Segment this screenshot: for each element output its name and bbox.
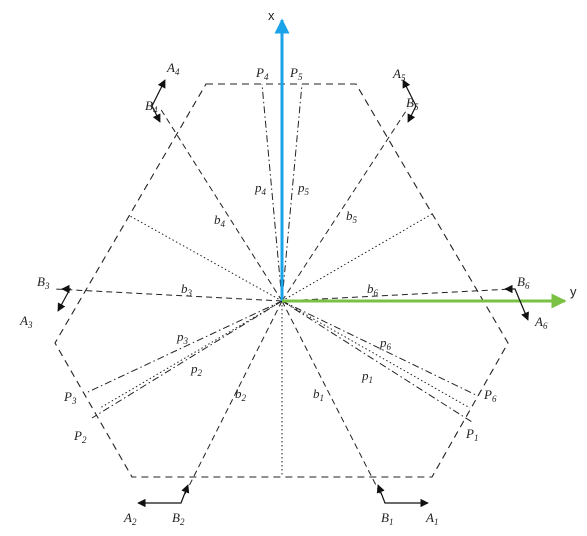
label-A5: A5 <box>392 66 406 83</box>
label-A1: A1 <box>425 510 438 527</box>
b3-line <box>54 288 283 302</box>
b5-line <box>281 107 409 302</box>
x-axis-label: x <box>268 8 275 23</box>
b6-line <box>281 288 513 302</box>
label-P6: P6 <box>483 387 497 404</box>
label-p4: p4 <box>254 180 267 197</box>
p2-line <box>91 300 283 419</box>
b4-line <box>159 107 283 302</box>
label-B2: B2 <box>172 510 185 527</box>
label-B3: B3 <box>37 274 50 291</box>
label-A4: A4 <box>166 60 180 77</box>
label-B4: B4 <box>145 98 158 115</box>
label-A2: A2 <box>123 510 137 527</box>
dotted-line-upper-left <box>129 215 283 302</box>
labels: A1 B1 A2 B2 B3 A3 A4 B4 A5 B5 B6 A6 P1 P… <box>19 60 548 527</box>
label-p3: p3 <box>176 329 189 346</box>
label-P3: P3 <box>63 389 77 406</box>
arrow-A2-B2 <box>137 484 190 508</box>
label-A6: A6 <box>534 314 548 331</box>
label-A3: A3 <box>19 313 33 330</box>
label-P1: P1 <box>465 426 478 443</box>
label-b2: b2 <box>235 386 247 403</box>
label-B5: B5 <box>406 95 419 112</box>
label-b3: b3 <box>181 281 193 298</box>
arrow-A1-B1 <box>376 484 429 508</box>
label-p5: p5 <box>297 180 310 197</box>
dotted-lines <box>99 213 471 477</box>
arrow-A6-B6 <box>504 284 529 321</box>
b1-line <box>281 300 383 498</box>
label-P4: P4 <box>255 65 269 82</box>
b2-line <box>182 300 283 499</box>
label-b1: b1 <box>313 386 324 403</box>
label-b4: b4 <box>214 212 226 229</box>
p1-line <box>281 300 473 423</box>
label-b6: b6 <box>367 281 379 298</box>
arrow-A3-B3 <box>57 284 72 312</box>
label-B6: B6 <box>517 274 530 291</box>
label-B1: B1 <box>381 510 393 527</box>
arrow-A5-B5 <box>402 79 417 123</box>
dotted-line-lower-right <box>281 300 471 409</box>
label-p6: p6 <box>379 335 392 352</box>
b-lines <box>54 107 513 499</box>
label-P5: P5 <box>289 65 303 82</box>
hexagon-outline <box>54 83 509 478</box>
dotted-line-upper-right <box>281 213 433 302</box>
label-P2: P2 <box>73 428 87 445</box>
label-p2: p2 <box>190 361 203 378</box>
p-lines <box>87 83 479 423</box>
p3-line <box>87 300 283 393</box>
y-axis-label: y <box>570 284 577 299</box>
label-p1: p1 <box>361 368 373 385</box>
vertex-arrows <box>57 79 529 508</box>
arrow-A4-B4 <box>151 79 166 123</box>
label-b5: b5 <box>346 208 358 225</box>
